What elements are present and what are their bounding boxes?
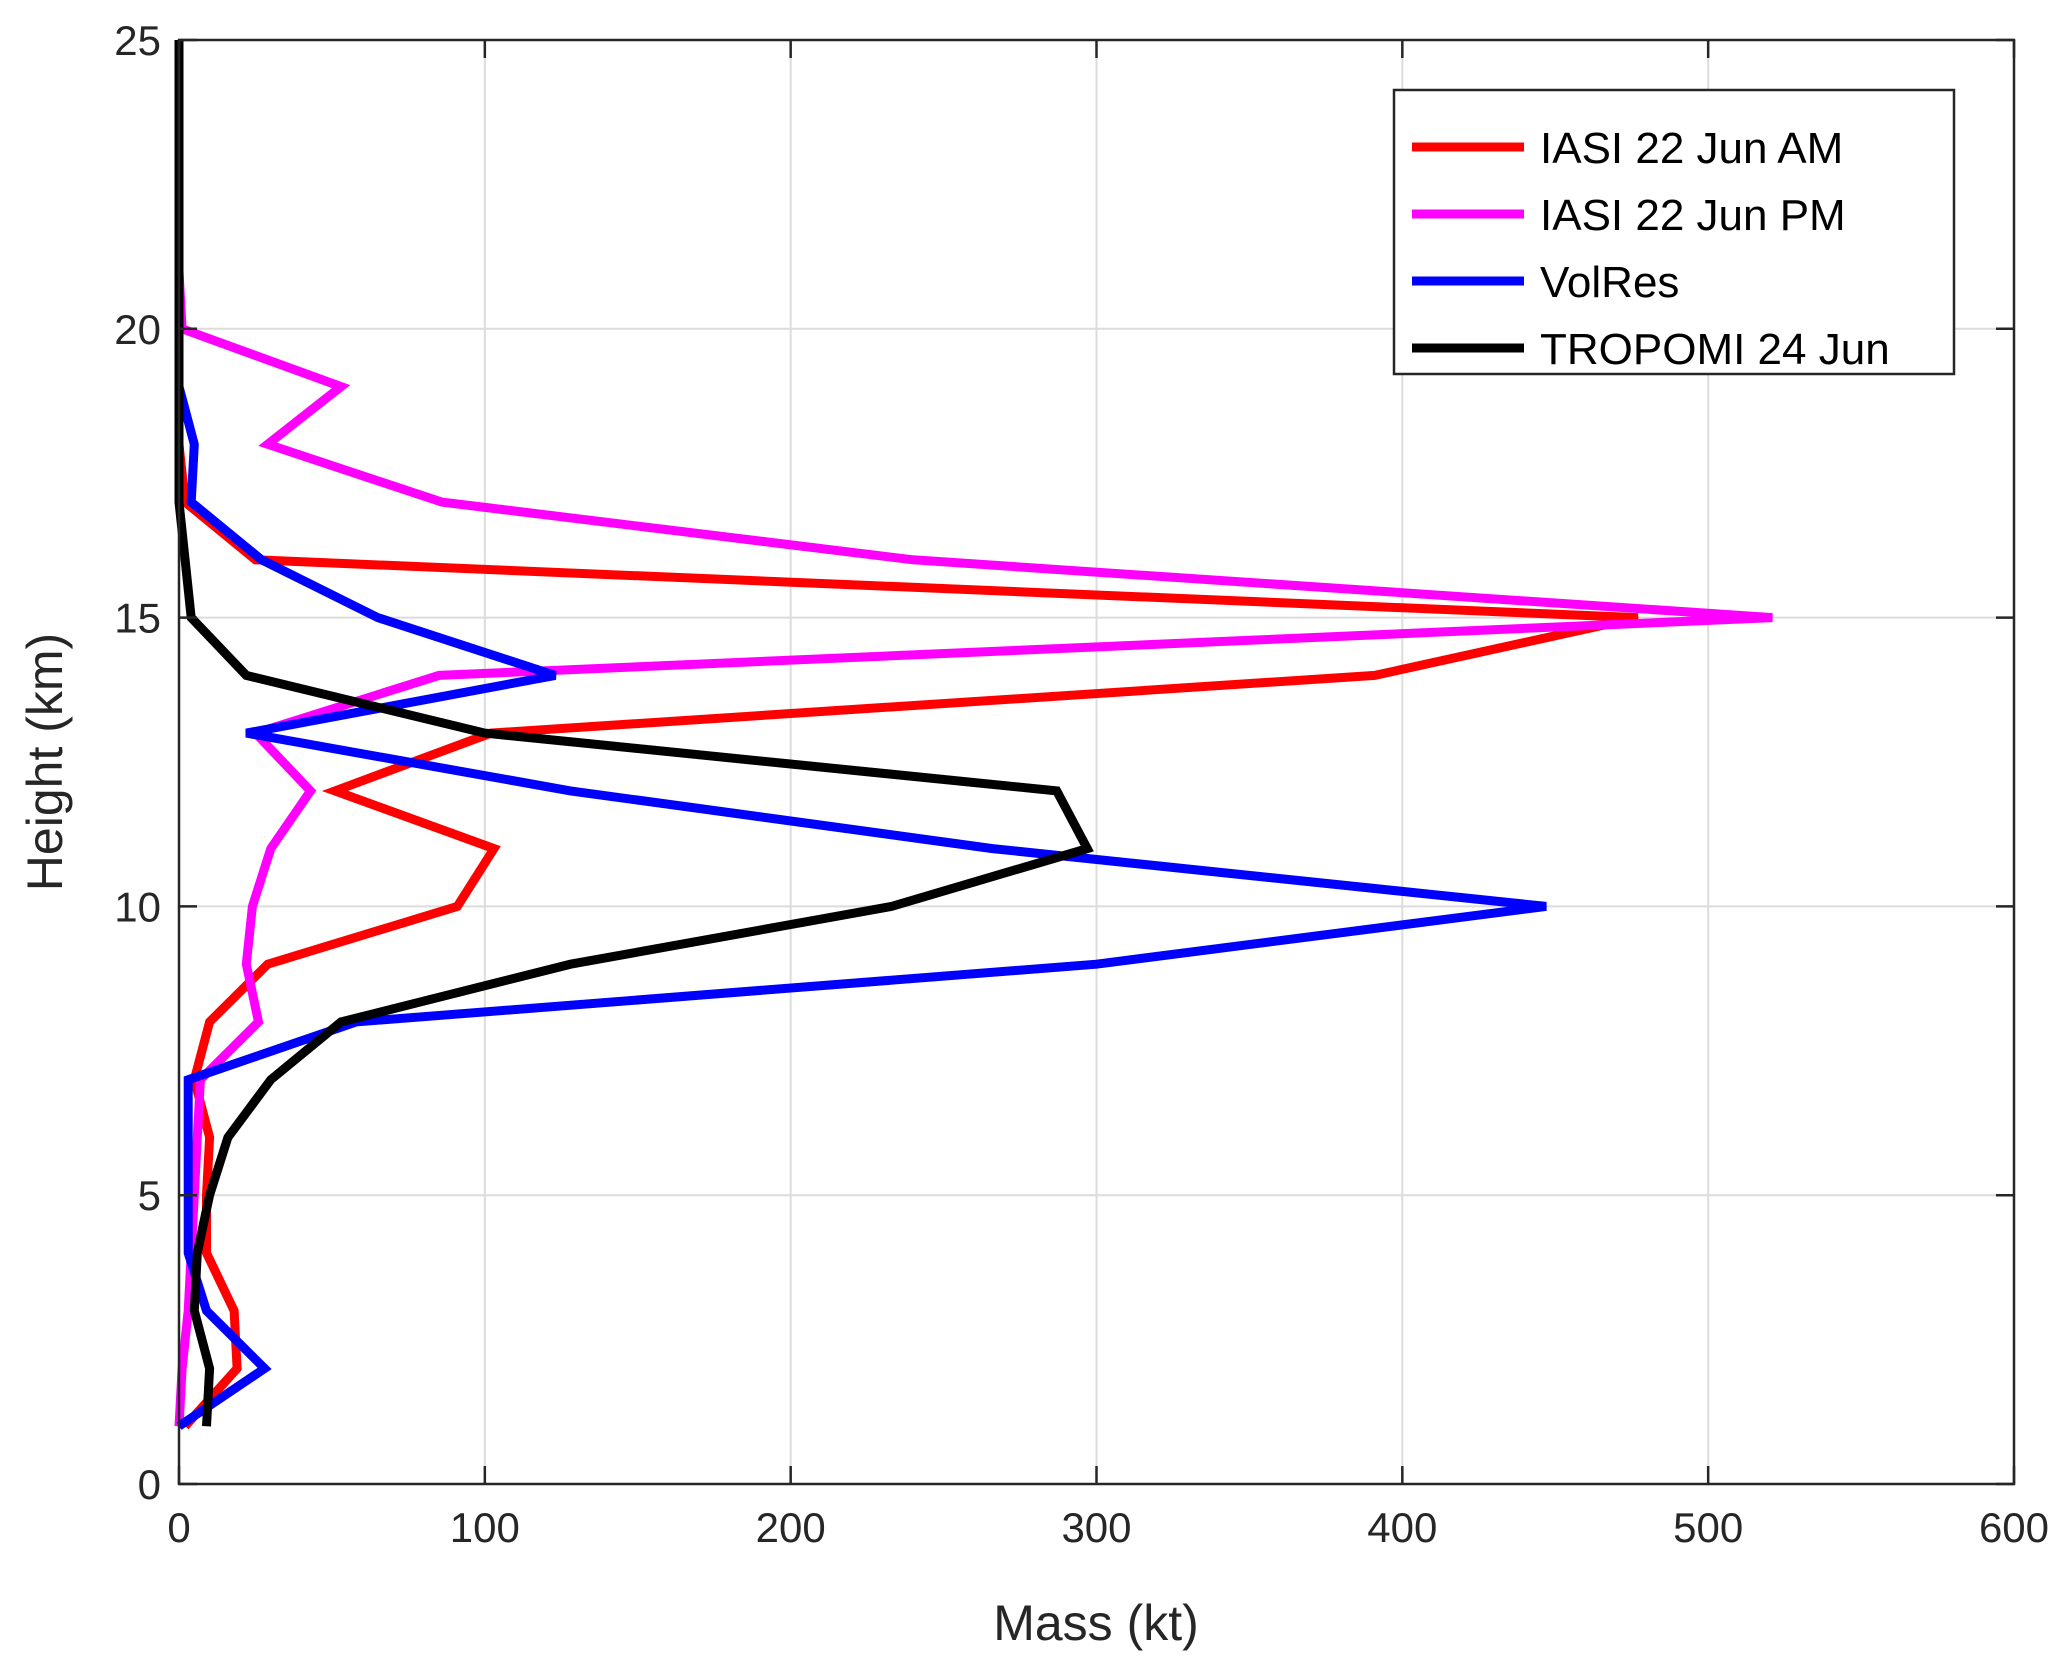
x-tick-label: 400 — [1367, 1504, 1437, 1551]
legend: IASI 22 Jun AM IASI 22 Jun PM VolRes TROPOM… — [1392, 88, 1956, 376]
legend-box — [1392, 88, 1956, 376]
series-line-4 — [174, 40, 1094, 1427]
y-tick-label: 5 — [138, 1172, 161, 1219]
legend-label: VolRes — [1540, 258, 1679, 307]
x-tick-label: 0 — [167, 1504, 190, 1551]
y-tick-label: 25 — [114, 17, 161, 64]
legend-label: IASI 22 Jun PM — [1540, 191, 1846, 240]
y-tick-label: 20 — [114, 306, 161, 353]
y-tick-label: 0 — [138, 1461, 161, 1508]
legend-label: TROPOMI 24 Jun — [1540, 325, 1890, 374]
x-tick-label: 200 — [756, 1504, 826, 1551]
tick-labels: 0 100 200 300 400 500 600 0 5 10 15 20 25 — [114, 17, 2049, 1551]
y-tick-label: 15 — [114, 595, 161, 642]
legend-label: IASI 22 Jun AM — [1540, 124, 1843, 173]
x-tick-label: 300 — [1061, 1504, 1131, 1551]
x-tick-label: 100 — [450, 1504, 520, 1551]
x-axis-label: Mass (kt) — [993, 1595, 1199, 1651]
y-axis-label: Height (km) — [17, 633, 73, 891]
y-tick-label: 10 — [114, 883, 161, 930]
series-line-1 — [174, 271, 1639, 1430]
x-tick-label: 600 — [1979, 1504, 2049, 1551]
series-line-3 — [174, 328, 1547, 1430]
x-tick-label: 500 — [1673, 1504, 1743, 1551]
